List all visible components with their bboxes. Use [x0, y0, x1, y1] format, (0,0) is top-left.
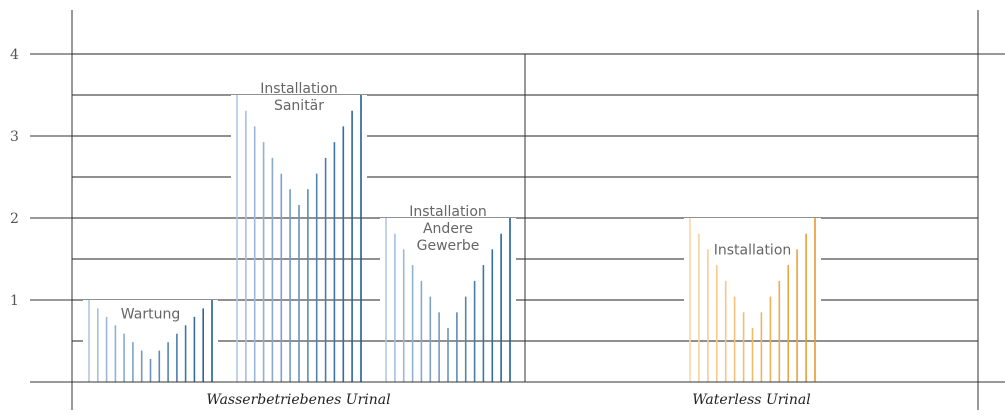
- bar-label: Sanitär: [274, 98, 324, 114]
- bar-label: Installation: [409, 204, 487, 220]
- labels-layer: 1234WartungInstallationSanitärInstallati…: [10, 47, 811, 408]
- bar: [380, 218, 516, 382]
- y-tick-label: 3: [10, 129, 19, 145]
- bar-label: Wartung: [121, 307, 180, 323]
- y-tick-label: 2: [10, 211, 19, 227]
- bar-label-backdrop: [83, 300, 218, 345]
- y-tick-label: 4: [10, 47, 19, 63]
- bar-label: Installation: [714, 243, 792, 259]
- y-tick-label: 1: [10, 293, 19, 309]
- bar-label-backdrop: [380, 218, 516, 301]
- category-label: Wasserbetriebenes Urinal: [206, 392, 390, 408]
- bar-label-backdrop: [231, 95, 367, 178]
- bars-layer: [83, 95, 821, 382]
- bar-label: Gewerbe: [417, 238, 480, 254]
- axis-layer: [30, 10, 1005, 410]
- bar: [83, 300, 218, 382]
- bar: [231, 95, 367, 382]
- bar-label-backdrop: [684, 218, 821, 301]
- category-label: Waterless Urinal: [692, 392, 811, 408]
- bar-label: Installation: [260, 81, 338, 97]
- bar-label: Andere: [423, 221, 473, 237]
- grid-layer: [30, 53, 1005, 342]
- bar: [684, 218, 821, 382]
